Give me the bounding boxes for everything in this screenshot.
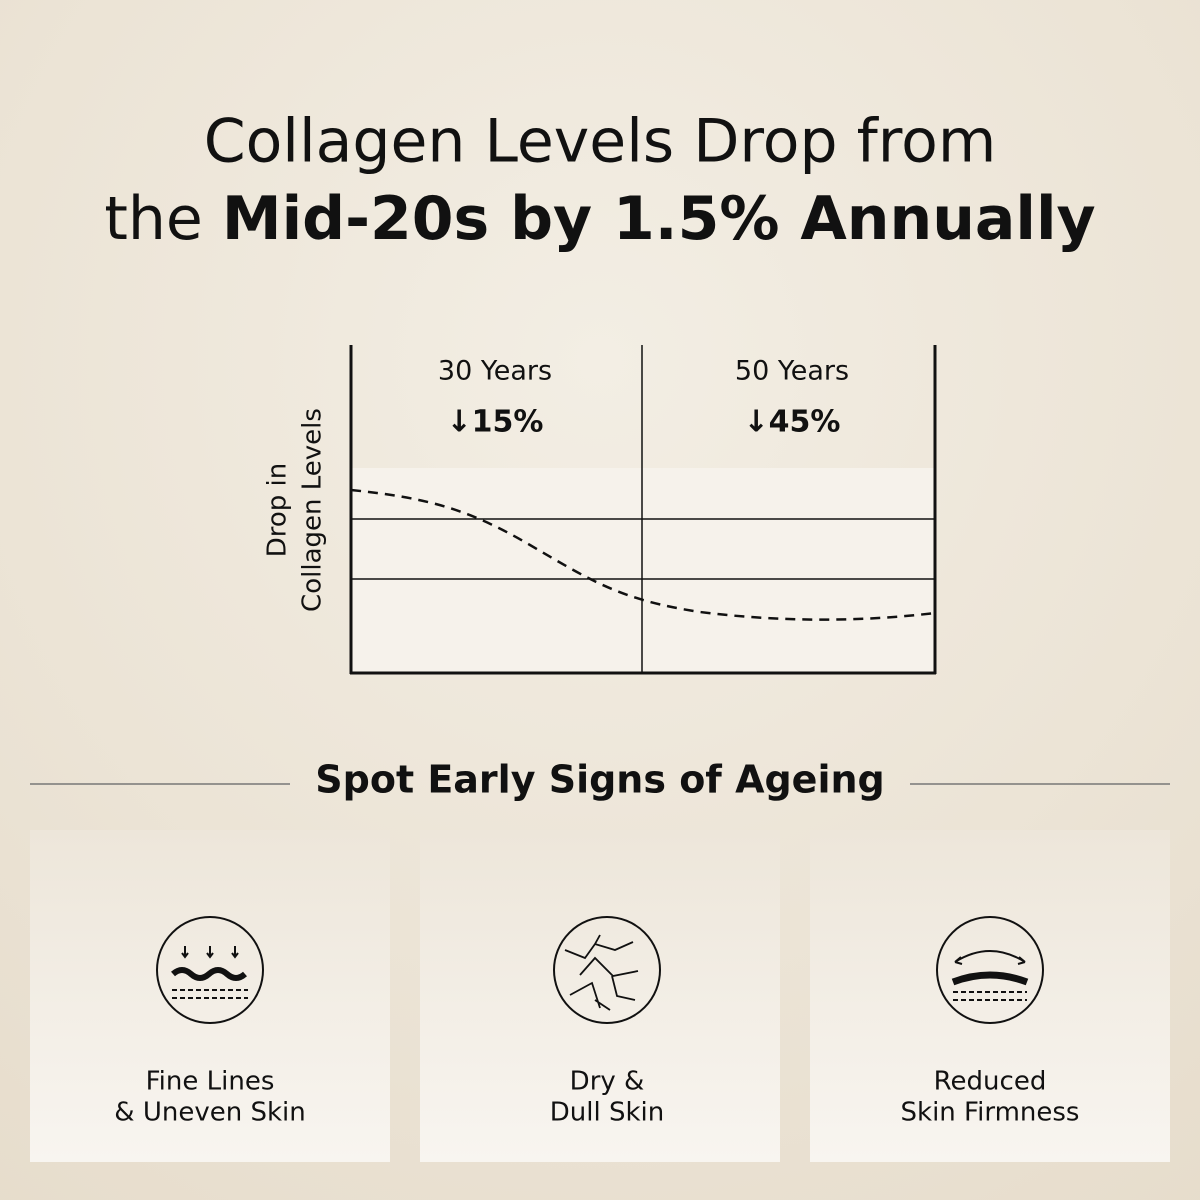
panel-label: 30 Years [438, 356, 552, 387]
panel-label: 50 Years [735, 356, 849, 387]
y-axis-label: Drop in [263, 463, 293, 558]
card-label: & Uneven Skin [114, 1098, 305, 1128]
card-label: Dull Skin [550, 1098, 664, 1128]
y-axis-label: Collagen Levels [298, 408, 328, 612]
card-label: Reduced [934, 1067, 1047, 1097]
chart-frame [349, 345, 937, 675]
panel-drop: ↓15% [447, 405, 544, 440]
card-label: Skin Firmness [901, 1098, 1080, 1128]
title-prefix: the [104, 184, 202, 254]
title-line2: the Mid-20s by 1.5% Annually [104, 184, 1095, 254]
card: Dry & Dull Skin [420, 830, 780, 1162]
card: Reduced Skin Firmness [810, 830, 1170, 1162]
section-title: Spot Early Signs of Ageing [315, 758, 884, 802]
card-label: Fine Lines [146, 1067, 275, 1097]
card: Fine Lines & Uneven Skin [30, 830, 390, 1162]
card-label: Dry & [570, 1067, 645, 1097]
panel-drop: ↓45% [744, 405, 841, 440]
title-bold: Mid-20s by 1.5% Annually [222, 184, 1096, 254]
title-line1: Collagen Levels Drop from [204, 107, 997, 177]
